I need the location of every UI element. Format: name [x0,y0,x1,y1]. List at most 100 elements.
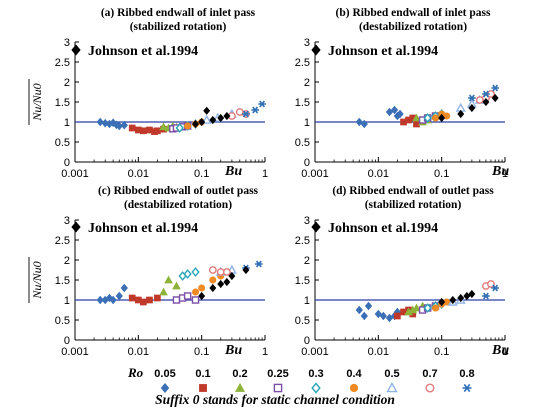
panel-a-johnson-point [203,106,211,115]
legend-label-0.3: 0.3 [308,368,323,380]
panel-c-point-ro-0.7 [208,266,217,274]
panel-c-point-ro-0.25 [172,296,181,304]
panel-b-ytick-label: 2.5 [295,57,310,69]
legend-label-0.5: 0.5 [384,368,399,380]
panel-c-xlabel: Bu [224,343,242,358]
panel-d-point-ro-0.05 [364,301,373,311]
panel-a-ylabel: Nu/Nu0 [28,79,44,125]
legend-marker-0.3 [311,382,321,394]
panel-a-point-ro-0.1 [154,127,161,135]
panel-b-xtick-label: 0.01 [368,168,389,180]
panel-c-johnson-point [198,291,206,301]
panel-a-ytick-label: 0 [64,157,70,169]
panel-d-johnson-point [438,297,446,307]
panel-c-point-ro-0.1 [146,296,153,304]
panel-c-point-ro-0.1 [128,294,136,302]
panel-d-ytick-label: 3 [304,215,310,227]
panel-c-johnson-point [209,283,217,293]
panel-c-johnson-point [228,271,236,281]
panel-c-johnson-point [242,265,250,275]
panel-c-point-ro-0.1 [140,298,147,306]
panel-a-point-ro-0.4 [184,122,192,130]
panel-a-johnson-label: Johnson et al.1994 [88,44,198,59]
legend-marker-0.8 [462,383,472,393]
panel-d-ytick-label: 2.5 [295,235,310,247]
panel-b-point-ro-0.3 [423,113,432,123]
panel-b-xtick-label: 0.001 [301,168,329,180]
panel-b-point-ro-0.4 [443,112,451,120]
panel-a-point-ro-0.2 [159,122,168,131]
panel-b-point-ro-0.8 [491,84,499,92]
panel-a-xtick-label: 0.001 [61,168,89,180]
panel-d-point-ro-0.1 [394,312,401,320]
panel-b-johnson-point [438,113,446,123]
panel-d-xtick-label: 1 [502,346,508,358]
panel-a-ylabel-text: Nu/Nu0 [30,83,44,121]
legend-marker-0.1 [199,384,207,392]
panel-c-johnson-marker [71,221,81,233]
legend-label-0.4: 0.4 [346,368,362,380]
legend-title: Ro [127,365,144,380]
panel-a-point-ro-0.05 [120,120,128,130]
panel-a-xtick-label: 1 [262,168,268,180]
panel-a-point-ro-0.1 [140,127,147,135]
panel-b: (b) Ribbed endwall of inlet pass (destab… [295,7,510,180]
panel-d: (d) Ribbed endwall of outlet pass (stabi… [295,185,510,358]
panel-a-point-ro-0.8 [258,100,266,108]
panel-a-ytick-label: 2 [64,77,70,89]
panel-d-johnson-point [449,295,457,305]
legend-label-0.1: 0.1 [195,368,210,380]
panel-c-ytick-label: 0 [64,335,70,347]
panel-c-ytick-label: 3 [64,215,70,227]
panel-a-point-ro-0.8 [251,106,259,114]
panel-c-xtick-label: 0.1 [194,346,209,358]
panel-b-ytick-label: 3 [304,37,310,49]
panel-b-johnson-point [491,93,499,103]
panel-d-johnson-point [463,291,471,301]
panel-c-point-ro-0.8 [255,260,263,268]
panel-c-point-ro-0.25 [191,296,200,304]
panel-a-johnson-marker [71,44,81,56]
panel-b-ytick-label: 1.5 [295,97,310,109]
panel-c-point-ro-0.05 [109,295,117,305]
panel-a: (a) Ribbed endwall of inlet pass (stabil… [28,7,268,180]
panel-a-ytick-label: 3 [64,37,70,49]
panel-a-point-ro-0.1 [128,124,136,132]
panel-a-ytick-label: 0.5 [55,137,70,149]
panel-b-ytick-label: 0.5 [295,137,310,149]
panel-c-point-ro-0.4 [191,288,200,296]
panel-a-subtitle: (stabilized rotation) [130,21,227,33]
panel-a-johnson-point [217,113,225,123]
panel-d-ytick-label: 1 [304,295,310,307]
panel-d-point-ro-0.05 [379,311,387,321]
panel-b-point-ro-0.4 [431,114,440,122]
panel-b-point-ro-0.8 [468,94,476,102]
panel-c-point-ro-0.05 [105,293,114,303]
panel-b-johnson-point [482,97,490,107]
panel-d-xtick-label: 0.1 [434,346,449,358]
panel-d-ytick-label: 0.5 [295,315,310,327]
panel-b-point-ro-0.05 [360,119,368,129]
panel-b-johnson-marker [311,44,321,56]
panel-a-point-ro-0.05 [96,117,104,127]
legend-label-0.05: 0.05 [154,368,175,380]
panel-a-johnson-point [192,119,199,129]
panel-b-ytick-label: 2 [304,77,310,89]
panel-c-johnson-point [217,279,225,289]
panel-a-johnson-point [198,117,206,127]
legend-marker-0.4 [349,383,359,393]
panel-c-ytick-label: 1.5 [55,275,70,287]
panel-a-ytick-label: 1 [64,117,70,129]
panel-d-point-ro-0.4 [431,304,440,312]
panel-d-title: (d) Ribbed endwall of outlet pass [332,185,494,197]
panel-b-johnson-point [468,103,476,113]
panel-a-johnson-point [223,111,231,121]
panel-a-xlabel: Bu [224,164,242,179]
panel-c-point-ro-0.05 [96,295,104,305]
panel-c-point-ro-0.1 [154,294,161,302]
panel-c-xtick-label: 0.001 [61,346,89,358]
panel-d-xlabel: Bu [491,343,509,358]
panel-d-johnson-point [468,289,476,299]
panel-b-xlabel: Bu [491,164,509,179]
